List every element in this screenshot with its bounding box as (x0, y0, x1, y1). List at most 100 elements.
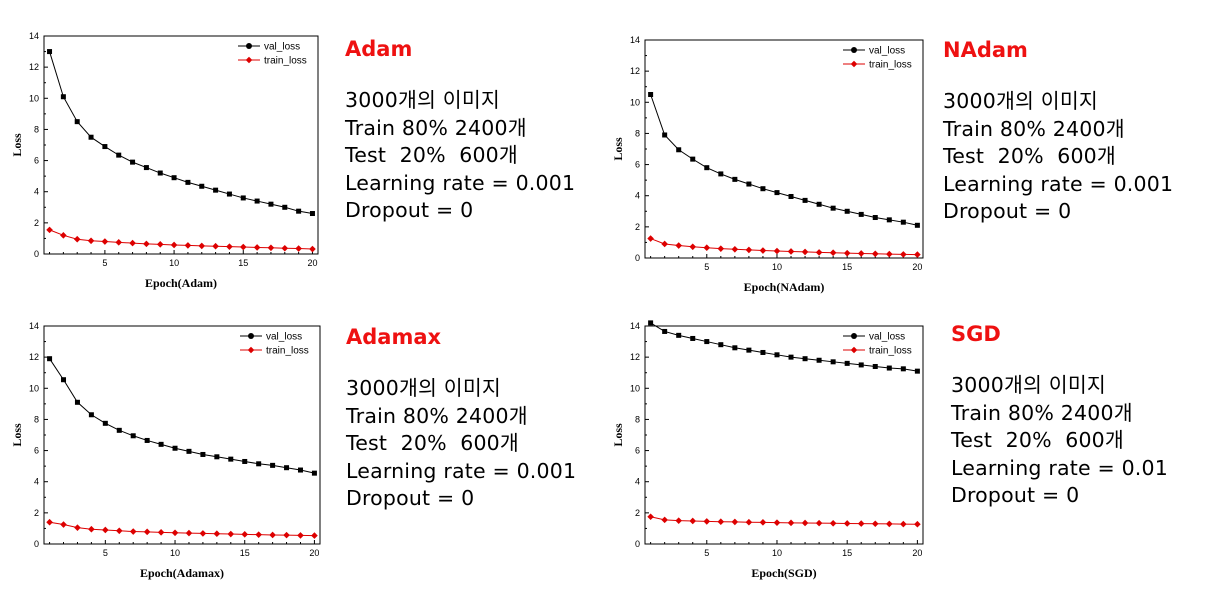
data-point-train_loss (241, 531, 249, 538)
series-line-val_loss (49, 51, 313, 215)
data-point-val_loss (200, 451, 206, 457)
plot-frame (644, 39, 924, 259)
data-point-train_loss (101, 238, 109, 245)
y-tick-label: 10 (29, 383, 39, 393)
optimizer-title: NAdam (943, 38, 1028, 62)
data-point-train_loss (815, 519, 823, 527)
data-point-train_loss (787, 519, 795, 527)
y-tick-label: 0 (635, 253, 640, 263)
data-point-train_loss (661, 240, 668, 248)
data-point-val_loss (116, 427, 122, 433)
legend-label-train_loss: train_loss (869, 60, 912, 71)
info-line: Train 80% 2400개 (346, 403, 528, 428)
data-point-val_loss (297, 467, 303, 473)
y-tick-label: 0 (34, 249, 39, 259)
y-tick-label: 14 (29, 31, 39, 41)
data-point-val_loss (47, 356, 53, 362)
data-point-val_loss (914, 222, 920, 228)
data-point-train_loss (759, 247, 767, 254)
data-point-train_loss (143, 528, 151, 536)
y-tick-label: 8 (635, 128, 640, 138)
x-tick-label: 20 (912, 548, 922, 558)
data-point-train_loss (886, 250, 893, 258)
y-tick-label: 12 (29, 352, 39, 362)
info-adam: Adam 3000개의 이미지 Train 80% 2400개 Test 20%… (345, 37, 575, 225)
data-point-train_loss (801, 248, 809, 256)
y-tick-label: 14 (630, 321, 640, 331)
y-tick-label: 10 (630, 97, 640, 107)
data-point-train_loss (143, 240, 150, 248)
x-axis-title: Epoch(Adamax) (140, 566, 224, 580)
x-tick-label: 15 (238, 258, 248, 268)
data-point-train_loss (857, 250, 865, 257)
data-point-train_loss (170, 241, 178, 249)
loss-chart-adamax: 0 2 4 6 8 10 12 14 5 10 15 20 Epoch(Adamax) Loss val_l… (10, 321, 321, 580)
data-point-val_loss (172, 445, 178, 451)
data-point-val_loss (914, 368, 920, 374)
data-point-train_loss (171, 529, 179, 537)
data-point-val_loss (774, 352, 780, 358)
legend-label-train_loss: train_loss (266, 346, 309, 357)
data-point-train_loss (703, 518, 711, 525)
data-point-val_loss (816, 357, 822, 363)
x-tick-label: 20 (309, 548, 319, 558)
y-tick-label: 8 (34, 124, 39, 134)
legend-marker-train_loss (247, 346, 255, 354)
data-point-train_loss (703, 244, 711, 252)
data-point-train_loss (212, 242, 219, 250)
info-line: 3000개의 이미지 (345, 88, 500, 112)
data-point-train_loss (213, 530, 221, 538)
info-adamax: Adamax 3000개의 이미지 Train 80% 2400개 Test 2… (346, 325, 576, 513)
data-point-val_loss (130, 433, 136, 439)
data-point-train_loss (689, 243, 697, 251)
data-point-val_loss (185, 179, 191, 185)
y-tick-label: 6 (34, 156, 39, 166)
data-point-train_loss (267, 244, 275, 252)
y-tick-label: 0 (635, 539, 640, 549)
legend-marker-val_loss (851, 333, 857, 339)
data-point-train_loss (759, 519, 767, 526)
y-tick-label: 6 (635, 446, 640, 456)
info-line: Dropout = 0 (951, 483, 1080, 507)
info-sgd: SGD 3000개의 이미지 Train 80% 2400개 Test 20% … (951, 322, 1168, 510)
y-tick-label: 2 (34, 508, 39, 518)
data-point-train_loss (675, 517, 682, 524)
data-point-val_loss (228, 456, 234, 462)
info-line: 3000개의 이미지 (346, 376, 501, 400)
data-point-val_loss (61, 377, 67, 383)
panel-adamax: 0 2 4 6 8 10 12 14 5 10 15 20 Epoch(Adamax) Loss val_l… (0, 300, 600, 591)
data-point-val_loss (186, 448, 192, 454)
y-tick-label: 4 (34, 477, 39, 487)
data-point-train_loss (311, 532, 318, 539)
data-point-train_loss (675, 242, 682, 249)
data-point-train_loss (74, 524, 81, 531)
y-tick-label: 8 (34, 414, 39, 424)
legend-marker-val_loss (246, 43, 252, 49)
y-tick-label: 12 (29, 62, 39, 72)
info-line: Dropout = 0 (943, 199, 1072, 223)
info-line: 3000개의 이미지 (951, 373, 1106, 397)
data-point-val_loss (746, 347, 752, 353)
data-point-val_loss (157, 170, 163, 176)
data-point-val_loss (676, 332, 682, 338)
data-point-val_loss (311, 470, 317, 476)
data-point-val_loss (732, 176, 738, 182)
y-tick-label: 6 (635, 160, 640, 170)
y-tick-label: 4 (635, 191, 640, 201)
info-line: Test 20% 600개 (345, 143, 518, 167)
legend-label-val_loss: val_loss (266, 332, 302, 343)
data-point-train_loss (60, 521, 67, 528)
info-line: Train 80% 2400개 (943, 116, 1125, 141)
data-point-train_loss (717, 245, 725, 252)
data-point-val_loss (830, 359, 836, 365)
data-point-train_loss (843, 249, 851, 257)
x-tick-label: 5 (103, 548, 108, 558)
y-tick-label: 2 (635, 508, 640, 518)
legend-marker-val_loss (248, 333, 254, 339)
legend-label-train_loss: train_loss (869, 346, 912, 357)
x-axis-title: Epoch(NAdam) (744, 280, 825, 294)
data-point-train_loss (871, 520, 879, 528)
data-point-val_loss (788, 193, 794, 199)
plot-frame (43, 325, 321, 545)
data-point-val_loss (256, 461, 262, 467)
